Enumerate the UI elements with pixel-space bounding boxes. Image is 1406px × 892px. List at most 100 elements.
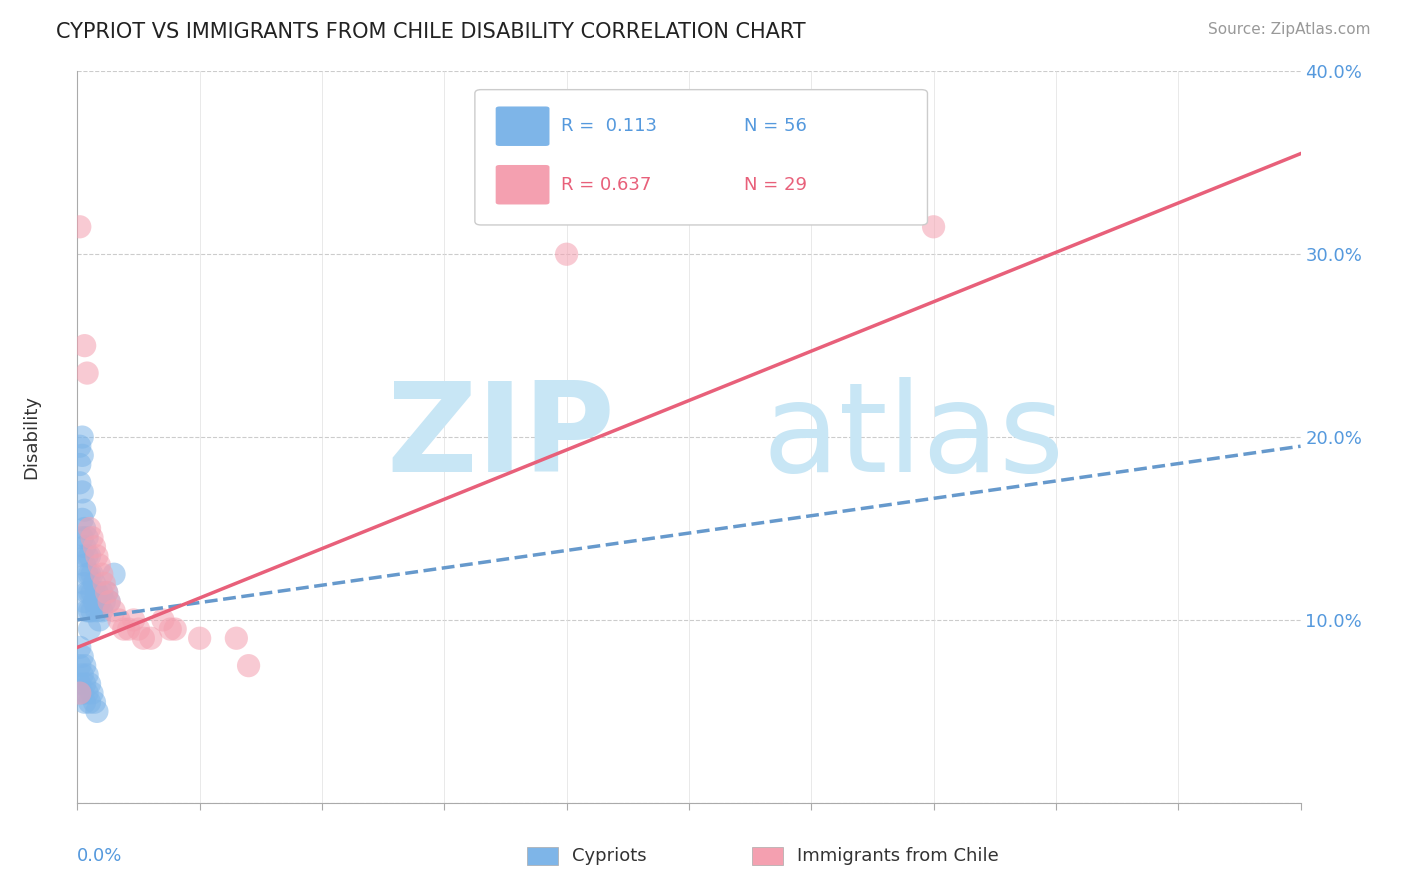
Point — [73, 658, 96, 673]
Point — [79, 695, 101, 709]
Point — [70, 430, 93, 444]
Text: Disability: Disability — [22, 395, 39, 479]
Point — [70, 649, 93, 664]
Point — [122, 613, 145, 627]
Point — [76, 531, 98, 545]
Point — [70, 686, 93, 700]
Text: Source: ZipAtlas.com: Source: ZipAtlas.com — [1208, 22, 1371, 37]
Bar — [527, 847, 558, 865]
Text: ZIP: ZIP — [387, 376, 616, 498]
Point — [89, 594, 111, 608]
Point — [69, 640, 91, 655]
Point — [73, 695, 96, 709]
Point — [73, 338, 96, 352]
Point — [98, 594, 121, 608]
Point — [70, 549, 93, 563]
Point — [128, 622, 150, 636]
Point — [80, 531, 103, 545]
Text: 0.0%: 0.0% — [77, 847, 122, 864]
Point — [76, 549, 98, 563]
Point — [76, 585, 98, 599]
Text: atlas: atlas — [762, 376, 1064, 498]
Point — [76, 686, 98, 700]
Text: N = 56: N = 56 — [744, 117, 807, 136]
Point — [79, 677, 101, 691]
Point — [79, 585, 101, 599]
Point — [70, 531, 93, 545]
Point — [83, 540, 105, 554]
Point — [86, 549, 108, 563]
Point — [159, 622, 181, 636]
Text: N = 29: N = 29 — [744, 176, 807, 194]
Point — [69, 677, 91, 691]
Point — [79, 622, 101, 636]
Point — [165, 622, 187, 636]
Point — [118, 622, 141, 636]
Point — [73, 521, 96, 535]
Point — [89, 558, 111, 573]
Point — [69, 658, 91, 673]
Point — [73, 677, 96, 691]
Point — [83, 695, 105, 709]
Point — [132, 632, 155, 646]
Text: Immigrants from Chile: Immigrants from Chile — [797, 847, 998, 865]
Point — [80, 686, 103, 700]
Point — [69, 458, 91, 472]
Point — [103, 604, 125, 618]
Point — [103, 567, 125, 582]
Text: R =  0.113: R = 0.113 — [561, 117, 657, 136]
Point — [73, 594, 96, 608]
Point — [225, 632, 247, 646]
Point — [83, 576, 105, 591]
Point — [69, 686, 91, 700]
Point — [139, 632, 162, 646]
Point — [152, 613, 174, 627]
Point — [76, 604, 98, 618]
Point — [70, 512, 93, 526]
Point — [73, 576, 96, 591]
Point — [188, 632, 211, 646]
Point — [112, 622, 135, 636]
Point — [90, 585, 112, 599]
Point — [79, 521, 101, 535]
Point — [83, 594, 105, 608]
Point — [555, 247, 578, 261]
Point — [79, 567, 101, 582]
Point — [76, 667, 98, 681]
Point — [76, 567, 98, 582]
Point — [70, 667, 93, 681]
Point — [69, 439, 91, 453]
Point — [93, 594, 115, 608]
Point — [73, 540, 96, 554]
Point — [79, 549, 101, 563]
Text: Cypriots: Cypriots — [572, 847, 647, 865]
Point — [90, 604, 112, 618]
Point — [98, 594, 121, 608]
Point — [89, 613, 111, 627]
Text: R = 0.637: R = 0.637 — [561, 176, 651, 194]
Point — [96, 585, 118, 599]
Point — [70, 485, 93, 500]
Point — [76, 366, 98, 380]
Text: CYPRIOT VS IMMIGRANTS FROM CHILE DISABILITY CORRELATION CHART: CYPRIOT VS IMMIGRANTS FROM CHILE DISABIL… — [56, 22, 806, 42]
Point — [96, 585, 118, 599]
Point — [90, 567, 112, 582]
Bar — [752, 847, 783, 865]
FancyBboxPatch shape — [496, 165, 550, 204]
Point — [73, 503, 96, 517]
Point — [69, 475, 91, 490]
FancyBboxPatch shape — [475, 90, 928, 225]
Point — [93, 576, 115, 591]
Point — [80, 585, 103, 599]
Point — [86, 604, 108, 618]
Point — [70, 449, 93, 463]
Point — [86, 705, 108, 719]
Point — [73, 558, 96, 573]
Point — [108, 613, 131, 627]
Point — [86, 585, 108, 599]
Point — [80, 567, 103, 582]
Point — [79, 604, 101, 618]
Point — [238, 658, 260, 673]
Point — [80, 604, 103, 618]
FancyBboxPatch shape — [496, 106, 550, 146]
